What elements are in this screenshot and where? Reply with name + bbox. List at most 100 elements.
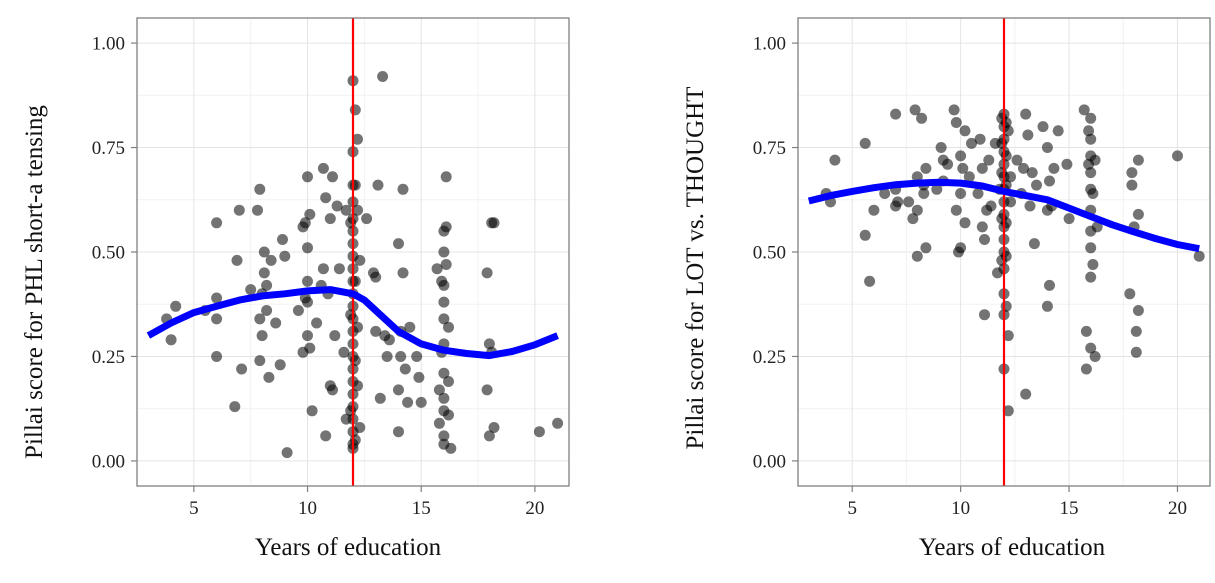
data-point (1044, 175, 1055, 187)
data-point (955, 242, 967, 254)
data-point (1085, 133, 1097, 145)
x-axis-label: Years of education (255, 534, 442, 561)
data-point (920, 162, 932, 174)
data-point (345, 217, 357, 229)
data-point (411, 351, 423, 362)
data-point (1061, 158, 1073, 170)
data-point (1085, 271, 1097, 283)
smooth-line (807, 178, 1200, 253)
data-point (948, 104, 960, 116)
data-point (256, 330, 268, 342)
data-point (1041, 142, 1053, 153)
data-point (354, 422, 366, 433)
data-point (1132, 208, 1144, 220)
data-point (1085, 242, 1097, 254)
data-point (1000, 150, 1012, 162)
data-point (1080, 325, 1092, 337)
data-point (942, 158, 954, 170)
data-point (864, 275, 876, 287)
data-point (911, 204, 923, 216)
data-point (955, 188, 967, 199)
data-point (892, 196, 904, 208)
x-tick-label: 15 (412, 498, 431, 519)
data-point (1018, 162, 1029, 174)
data-point (302, 275, 313, 287)
y-tick-label: 1.00 (92, 34, 125, 55)
data-point (395, 351, 407, 362)
data-point (438, 313, 450, 325)
data-point (931, 183, 943, 195)
data-point (397, 183, 409, 195)
data-point (552, 417, 564, 429)
data-point (338, 346, 350, 358)
data-point (261, 279, 273, 291)
data-point (1080, 363, 1092, 375)
data-point (352, 380, 363, 392)
data-point (920, 242, 932, 254)
data-point (996, 137, 1008, 149)
data-point (1089, 154, 1101, 166)
y-tick-label: 0.00 (92, 451, 125, 472)
data-point (488, 217, 500, 229)
data-point (399, 363, 411, 375)
data-point (352, 321, 363, 333)
x-tick-label: 5 (189, 498, 199, 519)
data-point (890, 108, 902, 120)
data-point (918, 188, 930, 199)
data-point (1130, 346, 1142, 358)
data-point (879, 188, 891, 199)
data-point (349, 355, 361, 367)
data-point (352, 204, 363, 216)
smooth-line (146, 286, 559, 360)
data-point (254, 355, 266, 367)
data-point (1022, 129, 1034, 141)
data-point (483, 430, 495, 442)
data-point (372, 179, 384, 191)
data-point (1011, 154, 1023, 166)
data-point (211, 313, 223, 325)
data-point (1052, 125, 1064, 137)
data-point (868, 204, 880, 216)
x-tick-label: 10 (298, 498, 317, 519)
data-point (443, 321, 454, 333)
data-point (402, 396, 414, 408)
data-point (955, 150, 967, 162)
data-point (317, 162, 329, 174)
data-point (327, 171, 338, 183)
y-tick-label: 0.00 (753, 451, 786, 472)
data-point (1124, 288, 1136, 300)
data-point (327, 384, 338, 396)
data-point (320, 430, 332, 442)
data-point (393, 384, 404, 396)
x-axis-label: Years of education (919, 534, 1106, 561)
data-point (317, 263, 329, 275)
data-point (1024, 200, 1036, 212)
data-point (438, 246, 450, 258)
data-point (324, 213, 336, 225)
data-point (340, 204, 352, 216)
data-point (265, 254, 277, 266)
data-point (1193, 250, 1205, 262)
data-point (302, 330, 313, 342)
data-point (976, 221, 988, 233)
data-point (909, 104, 921, 116)
data-point (1087, 188, 1099, 199)
data-point (383, 334, 395, 346)
data-point (165, 334, 177, 346)
data-point (950, 204, 962, 216)
data-point (1078, 104, 1090, 116)
data-point (274, 359, 286, 371)
data-point (1085, 112, 1097, 124)
data-point (1132, 305, 1144, 316)
data-point (903, 196, 915, 208)
data-point (299, 217, 311, 229)
data-point (438, 367, 450, 379)
data-point (258, 267, 270, 279)
data-point (829, 154, 841, 166)
data-point (302, 171, 313, 183)
data-point (916, 112, 928, 124)
y-tick-label: 1.00 (753, 34, 786, 55)
y-axis-label: Pillai score for PHL short-a tensing (21, 105, 48, 459)
data-point (1083, 125, 1095, 137)
